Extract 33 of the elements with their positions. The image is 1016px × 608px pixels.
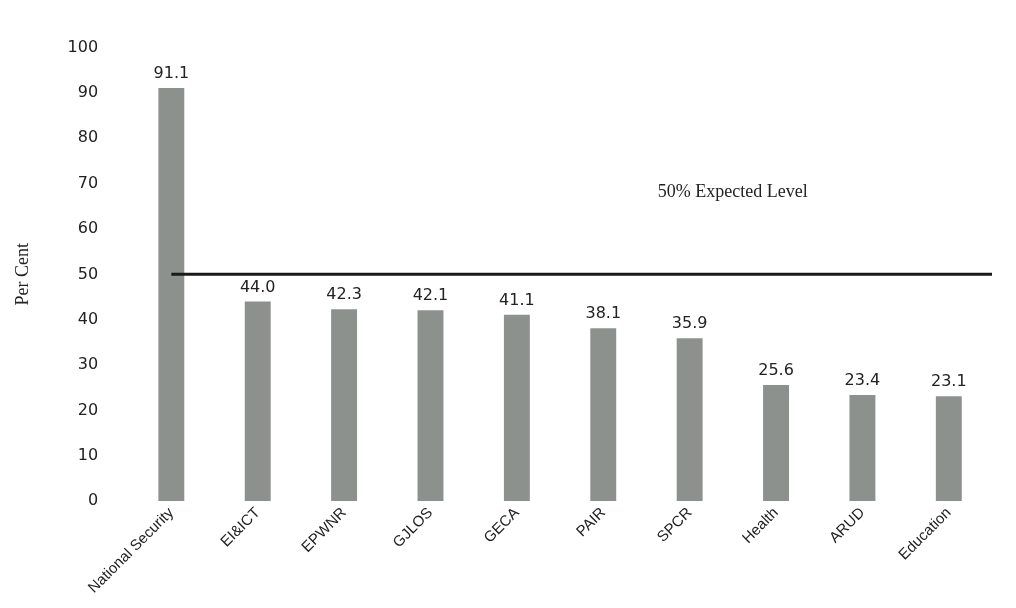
data-label: 41.1 bbox=[499, 289, 535, 309]
y-tick-label: 70 bbox=[77, 172, 99, 192]
ref-line-label: 50% Expected Level bbox=[657, 181, 808, 202]
y-tick-label: 40 bbox=[77, 308, 99, 328]
bar bbox=[849, 394, 876, 502]
data-label: 44.0 bbox=[239, 276, 276, 296]
y-tick-label: 10 bbox=[77, 444, 99, 464]
bar bbox=[158, 87, 185, 502]
y-tick-label: 60 bbox=[77, 218, 99, 238]
y-tick-label: 50 bbox=[77, 263, 99, 283]
y-tick-label: 80 bbox=[77, 127, 99, 147]
y-tick-label: 90 bbox=[77, 82, 99, 102]
data-label: 42.1 bbox=[412, 285, 449, 305]
y-tick-label: 30 bbox=[77, 354, 99, 374]
bar bbox=[331, 309, 358, 502]
y-tick-label: 0 bbox=[87, 490, 99, 510]
bar bbox=[676, 338, 703, 502]
bar bbox=[935, 396, 962, 502]
data-label: 25.6 bbox=[758, 360, 794, 380]
y-tick-label: 100 bbox=[67, 36, 99, 56]
bar bbox=[244, 301, 271, 502]
y-axis-title: Per Cent bbox=[11, 243, 32, 306]
data-label: 42.3 bbox=[326, 284, 362, 304]
data-label: 91.1 bbox=[153, 63, 190, 83]
data-label: 23.4 bbox=[844, 370, 881, 390]
data-label: 35.9 bbox=[671, 313, 708, 333]
bar bbox=[417, 310, 444, 502]
y-tick-label: 20 bbox=[77, 399, 99, 419]
data-label: 38.1 bbox=[585, 303, 622, 323]
bar bbox=[503, 314, 530, 502]
data-label: 23.1 bbox=[930, 371, 967, 391]
bar bbox=[763, 385, 789, 502]
bar bbox=[590, 328, 617, 502]
